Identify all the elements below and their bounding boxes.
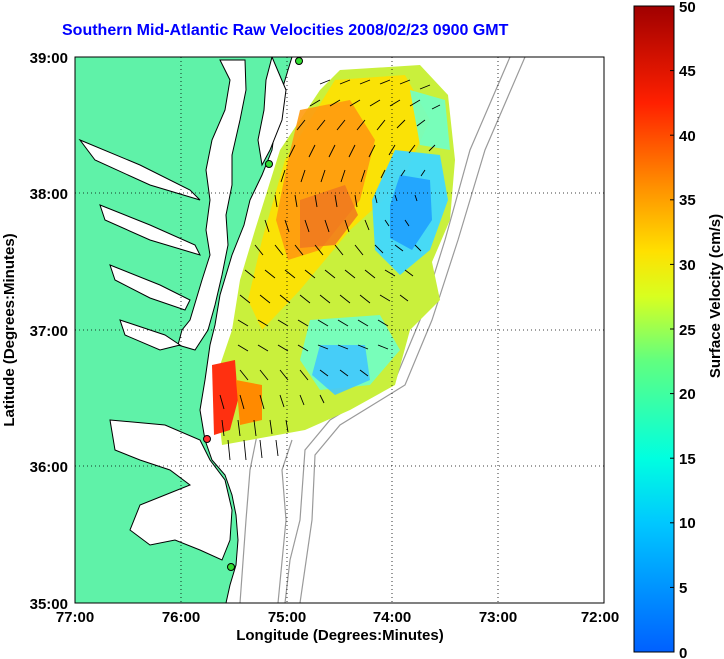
x-axis-label: Longitude (Degrees:Minutes): [236, 627, 444, 644]
x-tick-label: 77:00: [56, 609, 94, 626]
colorbar-tick-label: 0: [679, 645, 687, 659]
y-tick-label: 38:00: [30, 186, 68, 203]
x-tick-label: 74:00: [373, 609, 411, 626]
chart-title: Southern Mid-Atlantic Raw Velocities 200…: [62, 22, 509, 39]
station-north: [295, 57, 303, 65]
colorbar-tick-label: 50: [679, 0, 696, 16]
colorbar-tick-label: 30: [679, 257, 696, 274]
axes-frame: [74, 56, 605, 604]
tributaries: [78, 138, 201, 351]
colorbar-labels: 0 5 10 15 20 25 30 35 40 45 50: [679, 0, 696, 659]
colorbar-tick-label: 45: [679, 63, 696, 80]
colorbar-tick-label: 25: [679, 322, 696, 339]
colorbar-tick-label: 40: [679, 128, 696, 145]
delaware-bay: [257, 57, 287, 167]
velocity-field: [212, 65, 455, 445]
grid-lines: [75, 57, 604, 603]
colorbar-tick-label: 15: [679, 451, 696, 468]
y-axis-label: Latitude (Degrees:Minutes): [1, 233, 18, 426]
colorbar-tick-label: 10: [679, 515, 696, 532]
station-south: [203, 435, 211, 443]
colorbar-ticks: [670, 70, 674, 588]
y-ticks: 39:00 38:00 37:00 36:00 35:00: [30, 50, 68, 613]
colorbar-tick-label: 35: [679, 192, 696, 209]
colorbar-tick-label: 5: [679, 580, 687, 597]
pamlico-sound: [109, 419, 233, 561]
colorbar: [633, 5, 675, 653]
x-tick-label: 76:00: [162, 609, 200, 626]
station-lower: [227, 563, 235, 571]
station-mid: [265, 160, 273, 168]
x-tick-label: 73:00: [479, 609, 517, 626]
y-tick-label: 39:00: [30, 50, 68, 67]
velocity-vectors: [219, 79, 441, 461]
x-tick-label: 75:00: [268, 609, 306, 626]
colorbar-label: Surface Velocity (cm/s): [707, 214, 724, 378]
y-tick-label: 35:00: [30, 596, 68, 613]
x-ticks: 77:00 76:00 75:00 74:00 73:00 72:00: [56, 609, 619, 626]
x-tick-label: 72:00: [581, 609, 619, 626]
y-tick-label: 37:00: [30, 323, 68, 340]
y-tick-label: 36:00: [30, 459, 68, 476]
colorbar-tick-label: 20: [679, 386, 696, 403]
